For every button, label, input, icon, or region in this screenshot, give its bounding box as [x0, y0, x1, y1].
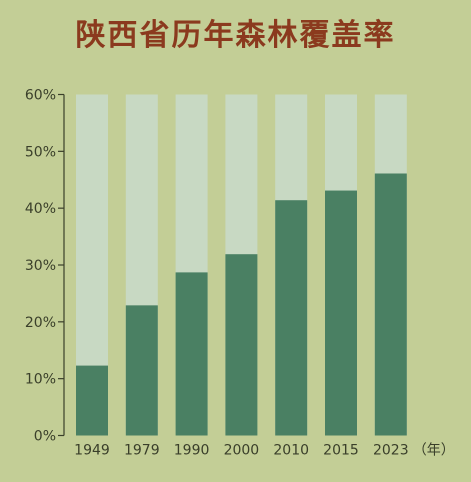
x-tick-label-1990: 1990 [174, 443, 210, 459]
bar-2023 [374, 173, 407, 436]
x-axis-unit-label: （年） [413, 443, 455, 459]
y-tick-label: 10% [25, 372, 56, 388]
y-tick-label: 30% [25, 258, 56, 274]
y-tick-label: 40% [25, 201, 56, 217]
chart-title: 陕西省历年森林覆盖率 [75, 18, 396, 53]
x-tick-label-2010: 2010 [273, 443, 309, 459]
x-tick-label-2015: 2015 [323, 443, 359, 459]
x-tick-label-1949: 1949 [74, 443, 110, 459]
bar-2000 [225, 254, 258, 436]
x-tick-label-2023: 2023 [373, 443, 409, 459]
bar-2010 [275, 200, 308, 436]
x-tick-label-1979: 1979 [124, 443, 160, 459]
y-tick-label: 60% [25, 88, 56, 104]
y-axis: 0% 10% 20% 30% 40% 50% 60% [25, 88, 65, 445]
bar-1949 [76, 365, 108, 436]
x-axis: 1949 1979 1990 2000 2010 2015 2023 （年） [74, 443, 455, 459]
bar-1990 [175, 272, 208, 436]
y-tick-label: 50% [25, 144, 56, 160]
y-tick-label: 20% [25, 315, 56, 331]
data-bars [76, 173, 407, 436]
y-tick-label: 0% [34, 429, 56, 445]
bar-1979 [125, 305, 158, 436]
bar-2015 [325, 190, 357, 436]
x-tick-label-2000: 2000 [224, 443, 260, 459]
